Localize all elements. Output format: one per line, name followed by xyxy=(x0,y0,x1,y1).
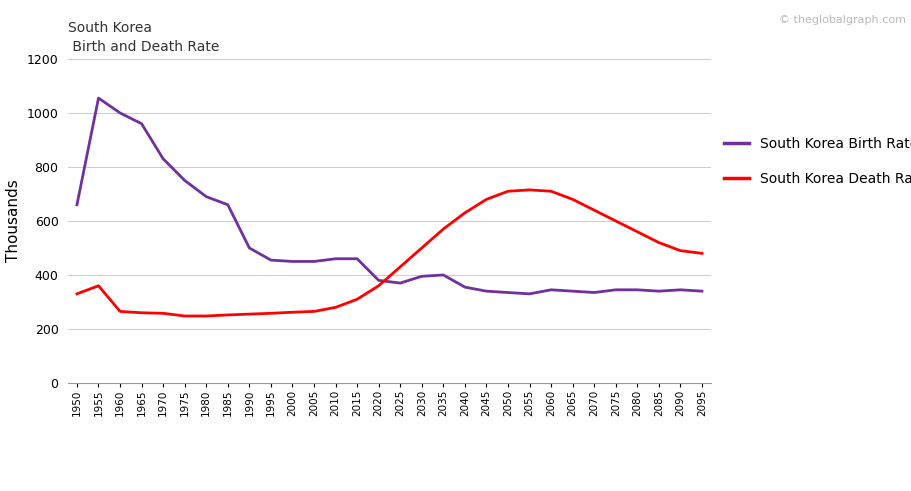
Y-axis label: Thousands: Thousands xyxy=(6,180,21,262)
South Korea Death Rate xyxy=(632,229,643,235)
South Korea Birth Rate xyxy=(589,290,599,296)
South Korea Death Rate xyxy=(459,210,470,216)
South Korea Death Rate xyxy=(136,310,147,316)
South Korea Birth Rate xyxy=(546,287,557,293)
South Korea Death Rate xyxy=(394,264,405,270)
South Korea Death Rate xyxy=(287,309,298,315)
South Korea Death Rate xyxy=(222,312,233,318)
South Korea Birth Rate xyxy=(265,257,276,263)
South Korea Death Rate xyxy=(610,218,621,224)
South Korea Death Rate xyxy=(374,283,384,289)
South Korea Death Rate xyxy=(416,245,427,251)
South Korea Birth Rate xyxy=(697,288,708,294)
South Korea Death Rate xyxy=(653,240,664,246)
South Korea Birth Rate xyxy=(438,272,449,278)
Text: South Korea
 Birth and Death Rate: South Korea Birth and Death Rate xyxy=(68,21,220,54)
South Korea Birth Rate xyxy=(610,287,621,293)
South Korea Death Rate xyxy=(503,189,514,194)
South Korea Death Rate xyxy=(244,311,255,317)
South Korea Death Rate xyxy=(481,196,492,202)
South Korea Death Rate xyxy=(675,248,686,254)
South Korea Death Rate xyxy=(93,283,104,289)
South Korea Death Rate xyxy=(115,308,126,314)
Text: © theglobalgraph.com: © theglobalgraph.com xyxy=(780,15,906,25)
Line: South Korea Death Rate: South Korea Death Rate xyxy=(77,190,702,316)
South Korea Death Rate xyxy=(179,313,190,319)
South Korea Birth Rate xyxy=(244,245,255,251)
South Korea Birth Rate xyxy=(222,202,233,208)
South Korea Birth Rate xyxy=(179,178,190,184)
South Korea Birth Rate xyxy=(352,256,363,262)
South Korea Birth Rate xyxy=(200,193,211,199)
South Korea Birth Rate xyxy=(568,288,578,294)
South Korea Birth Rate xyxy=(287,259,298,265)
South Korea Death Rate xyxy=(524,187,535,193)
South Korea Birth Rate xyxy=(416,273,427,279)
South Korea Birth Rate xyxy=(374,277,384,283)
South Korea Birth Rate xyxy=(309,259,320,265)
South Korea Death Rate xyxy=(568,196,578,202)
Legend: South Korea Birth Rate, South Korea Death Rate: South Korea Birth Rate, South Korea Deat… xyxy=(724,137,911,186)
South Korea Birth Rate xyxy=(330,256,341,262)
Line: South Korea Birth Rate: South Korea Birth Rate xyxy=(77,98,702,294)
South Korea Birth Rate xyxy=(158,156,169,162)
South Korea Birth Rate xyxy=(653,288,664,294)
South Korea Death Rate xyxy=(200,313,211,319)
South Korea Birth Rate xyxy=(503,290,514,296)
South Korea Death Rate xyxy=(352,297,363,302)
South Korea Death Rate xyxy=(438,226,449,232)
South Korea Death Rate xyxy=(589,207,599,213)
South Korea Birth Rate xyxy=(115,110,126,116)
South Korea Death Rate xyxy=(158,310,169,316)
South Korea Death Rate xyxy=(309,308,320,314)
South Korea Death Rate xyxy=(546,189,557,194)
South Korea Death Rate xyxy=(265,310,276,316)
South Korea Birth Rate xyxy=(71,202,82,208)
South Korea Birth Rate xyxy=(93,95,104,101)
South Korea Birth Rate xyxy=(394,280,405,286)
South Korea Death Rate xyxy=(697,250,708,256)
South Korea Death Rate xyxy=(330,304,341,310)
South Korea Birth Rate xyxy=(481,288,492,294)
South Korea Death Rate xyxy=(71,291,82,297)
South Korea Birth Rate xyxy=(136,121,147,127)
South Korea Birth Rate xyxy=(675,287,686,293)
South Korea Birth Rate xyxy=(524,291,535,297)
South Korea Birth Rate xyxy=(459,284,470,290)
South Korea Birth Rate xyxy=(632,287,643,293)
